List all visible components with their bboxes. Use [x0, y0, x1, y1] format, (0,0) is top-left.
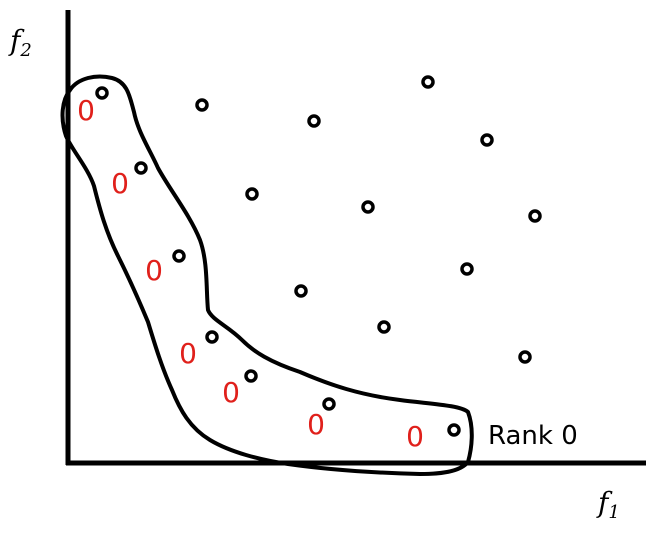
dominated-point	[518, 350, 532, 364]
front-point	[172, 249, 186, 263]
dominated-point	[421, 75, 435, 89]
dominated-point	[377, 320, 391, 334]
rank-mark: 0	[179, 337, 197, 370]
dominated-point	[528, 209, 542, 223]
rank-mark: 0	[145, 254, 163, 287]
front-point	[447, 423, 461, 437]
rank-mark: 0	[222, 376, 240, 409]
dominated-point	[460, 262, 474, 276]
rank-mark: 0	[406, 420, 424, 453]
rank-mark: 0	[77, 94, 95, 127]
dominated-point	[307, 114, 321, 128]
rank-mark: 0	[307, 408, 325, 441]
dominated-point	[195, 98, 209, 112]
front-point	[244, 369, 258, 383]
dominated-point	[245, 187, 259, 201]
dominated-point	[480, 133, 494, 147]
y-axis-label: f2	[8, 24, 32, 61]
points	[95, 75, 542, 437]
x-axis-label: f1	[596, 486, 620, 523]
dominated-point	[294, 284, 308, 298]
front-point	[205, 330, 219, 344]
rank-0-boundary	[60, 74, 474, 476]
rank-0-label: Rank 0	[488, 421, 578, 451]
front-point	[95, 86, 109, 100]
rank-mark: 0	[111, 167, 129, 200]
front-point	[322, 397, 336, 411]
dominated-point	[361, 200, 375, 214]
front-point	[134, 161, 148, 175]
